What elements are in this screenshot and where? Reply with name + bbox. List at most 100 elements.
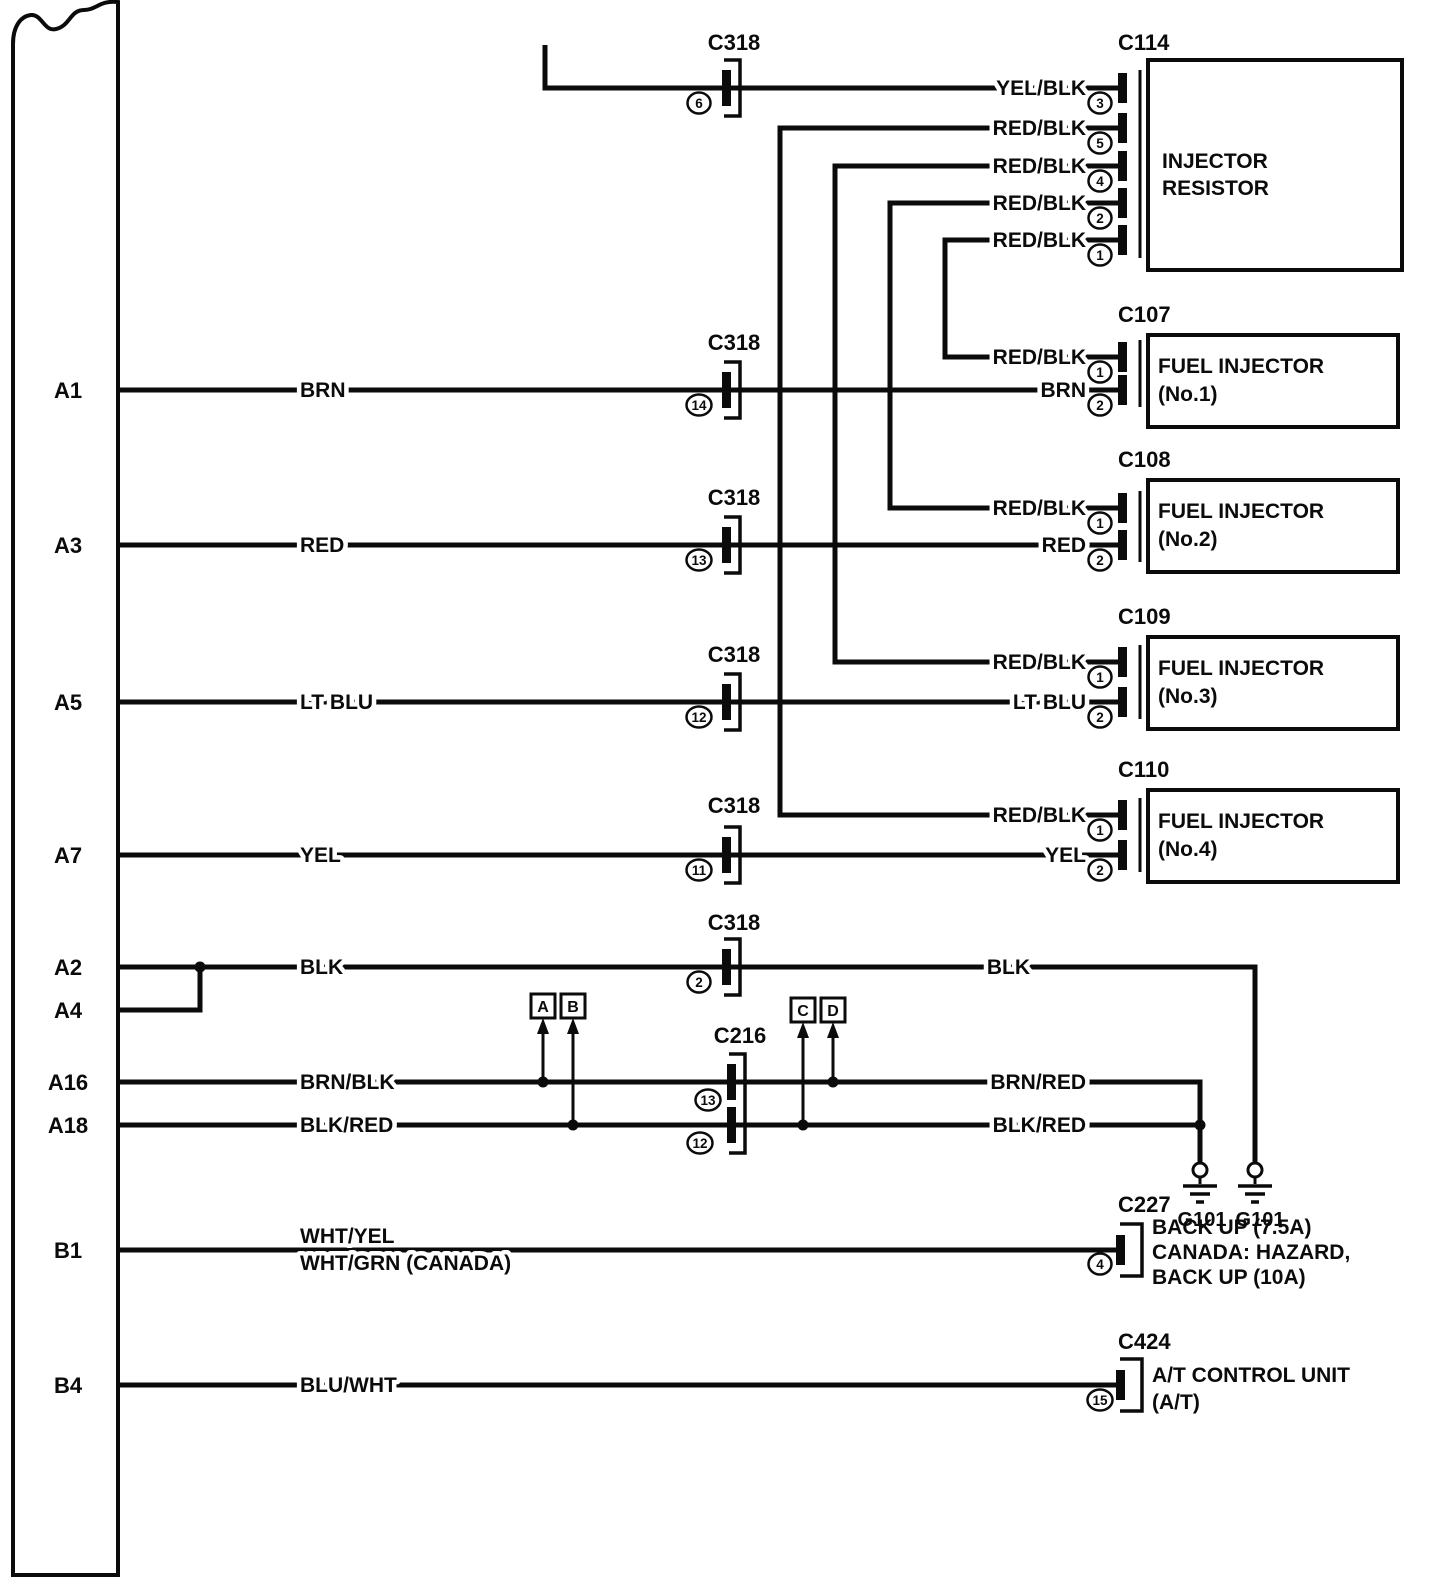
connector-c318-6-symbol	[722, 58, 742, 118]
wire-label-blk: BLK	[300, 956, 343, 979]
svg-text:14: 14	[691, 398, 707, 413]
pin-number-2-c109: 2	[1087, 705, 1113, 729]
pin-number-14-c318: 14	[685, 393, 713, 417]
ecu-pin-b4: B4	[54, 1373, 83, 1398]
junction-ref-c	[797, 1119, 809, 1131]
wire-label-whtgrn: WHT/GRN (CANADA)	[300, 1252, 511, 1275]
wire-label-bluwht: BLU/WHT	[300, 1374, 397, 1397]
fuel-injector-4-line2: (No.4)	[1158, 838, 1218, 861]
label-c107: C107	[1118, 302, 1171, 327]
svg-text:15: 15	[1092, 1393, 1108, 1408]
svg-text:1: 1	[1096, 516, 1104, 531]
pin-number-1-c110: 1	[1087, 818, 1113, 842]
arrow-a-head	[537, 1018, 549, 1034]
svg-text:4: 4	[1096, 174, 1104, 189]
pin-number-1-c108: 1	[1087, 511, 1113, 535]
wire-resistor-pin4-to-injector3	[832, 163, 1118, 665]
fuel-injector-1-box	[1146, 333, 1400, 429]
wire-label-redblk-2: RED/BLK	[993, 192, 1086, 215]
wire-labels-left: BRN RED LT BLU YEL BLK BRN/BLK BLK/RED W…	[296, 375, 516, 1402]
connector-c318-13-symbol	[722, 515, 742, 575]
wires	[118, 45, 1258, 1388]
component-texts: INJECTOR RESISTOR FUEL INJECTOR (No.1) F…	[1152, 150, 1350, 1414]
label-c318-top: C318	[708, 30, 761, 55]
svg-text:2: 2	[695, 975, 703, 990]
label-c108: C108	[1118, 447, 1171, 472]
svg-text:11: 11	[692, 863, 707, 878]
wire-label-red-inj2: RED	[1042, 534, 1086, 557]
pin-number-1-c114: 1	[1087, 243, 1113, 267]
wire-resistor-pin2-to-injector2	[887, 200, 1118, 511]
junction-ref-d	[827, 1076, 839, 1088]
label-c318-a5: C318	[708, 642, 761, 667]
arrow-b-head	[567, 1018, 579, 1034]
ecu-pin-a2: A2	[54, 955, 82, 980]
label-c109: C109	[1118, 604, 1171, 629]
pin-number-2-c318: 2	[686, 970, 712, 994]
connector-c318-14-symbol	[722, 360, 742, 420]
wire-yelblk-feed	[542, 45, 1118, 91]
ref-box-b	[559, 992, 587, 1020]
svg-text:2: 2	[1096, 863, 1104, 878]
ecu-pin-a16: A16	[48, 1070, 88, 1095]
ecu-pin-a4: A4	[54, 998, 83, 1023]
ref-label-d: D	[827, 1003, 839, 1020]
connector-c424-symbol	[1116, 1357, 1144, 1413]
wire-label-brn: BRN	[300, 379, 346, 402]
connector-labels: C318 C318 C318 C318 C318 C318 C216 C114 …	[708, 30, 1172, 1354]
pin-number-1-c109: 1	[1087, 665, 1113, 689]
fuel-injector-3-box	[1146, 635, 1400, 731]
injector-resistor-line2: RESISTOR	[1162, 177, 1269, 200]
pin-number-13-c216: 13	[694, 1088, 722, 1112]
backup-fuse-line2: CANADA: HAZARD,	[1152, 1241, 1350, 1264]
svg-text:1: 1	[1096, 365, 1104, 380]
svg-text:1: 1	[1096, 670, 1104, 685]
ref-box-d	[819, 996, 847, 1024]
wire-label-blkred: BLK/RED	[300, 1114, 393, 1137]
ref-box-c	[789, 996, 817, 1024]
pin-number-5-c114: 5	[1087, 131, 1113, 155]
backup-fuse-line1: BACK UP (7.5A)	[1152, 1216, 1311, 1239]
pin-number-2-c108: 2	[1087, 548, 1113, 572]
pin-number-4-c114: 4	[1087, 169, 1113, 193]
svg-text:13: 13	[691, 553, 707, 568]
connector-c318-2-symbol	[722, 937, 742, 997]
pin-number-1-c107: 1	[1087, 360, 1113, 384]
label-c318-a2: C318	[708, 910, 761, 935]
connector-c318-12-symbol	[722, 672, 742, 732]
backup-fuse-line3: BACK UP (10A)	[1152, 1266, 1306, 1289]
at-control-unit-line2: (A/T)	[1152, 1391, 1200, 1414]
wire-label-yel-inj4: YEL	[1045, 844, 1086, 867]
ref-box-a	[529, 992, 557, 1020]
wire-label-brnred: BRN/RED	[990, 1071, 1086, 1094]
wire-label-ltblu-inj3: LT BLU	[1013, 691, 1086, 714]
svg-text:5: 5	[1096, 136, 1104, 151]
pin-number-2-c110: 2	[1087, 858, 1113, 882]
pin-number-12-c216: 12	[686, 1131, 714, 1155]
arrow-c-head	[797, 1022, 809, 1038]
connector-c227-symbol	[1116, 1222, 1144, 1278]
wire-a16-brnblk-to-ground	[118, 1079, 1203, 1162]
wire-label-redblk-inj4: RED/BLK	[993, 804, 1086, 827]
label-c424: C424	[1118, 1329, 1171, 1354]
ecu-pin-a7: A7	[54, 843, 82, 868]
ecu-connector-outline	[11, 0, 120, 1577]
label-c318-a7: C318	[708, 793, 761, 818]
pin-number-6-c318: 6	[686, 91, 712, 115]
wire-label-red: RED	[300, 534, 344, 557]
label-c227: C227	[1118, 1192, 1171, 1217]
ground-symbol-2	[1238, 1161, 1272, 1204]
label-c114: C114	[1118, 30, 1170, 55]
inline-connectors	[722, 58, 747, 1155]
ground-symbol-1	[1183, 1161, 1217, 1204]
fuel-injector-1-line2: (No.1)	[1158, 383, 1218, 406]
fuel-injector-1-line1: FUEL INJECTOR	[1158, 355, 1324, 378]
connector-c318-11-symbol	[722, 825, 742, 885]
reference-arrows: A B C D	[529, 992, 847, 1123]
svg-text:13: 13	[700, 1093, 716, 1108]
grounds: G101 G101	[1178, 1161, 1284, 1231]
svg-text:1: 1	[1096, 823, 1104, 838]
svg-text:4: 4	[1096, 1257, 1104, 1272]
pin-number-13-c318: 13	[685, 548, 713, 572]
